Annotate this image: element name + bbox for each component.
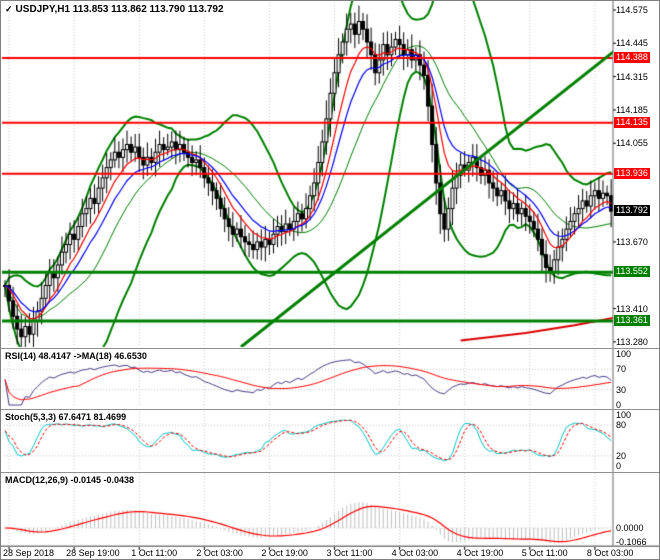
- time-label: 28 Sep 19:00: [66, 548, 120, 558]
- time-label: 2 Oct 03:00: [196, 548, 243, 558]
- price-tick-label: 114.185: [616, 104, 648, 115]
- panel-divider[interactable]: [1, 546, 659, 547]
- support-level-badge: 113.552: [614, 266, 650, 278]
- rsi-label: RSI(14) 48.4147 ->MA(18) 46.6530: [5, 351, 147, 361]
- time-label: 2 Oct 19:00: [261, 548, 308, 558]
- support-level-badge: 113.361: [614, 315, 650, 327]
- price-tick-label: 113.280: [616, 336, 648, 347]
- rsi-tick-label: 100: [616, 349, 632, 359]
- rsi-tick-label: 70: [616, 364, 627, 375]
- time-label: 4 Oct 19:00: [456, 548, 504, 558]
- price-tick-label: 113.670: [616, 236, 648, 247]
- stoch-tick-label: 0: [616, 461, 622, 471]
- symbol-period-label: USDJPY,H1: [15, 4, 71, 15]
- price-tick-label: 114.445: [616, 38, 648, 49]
- macd-label: MACD(12,26,9) -0.0145 -0.0438: [5, 475, 135, 485]
- stoch-tick-label: 20: [616, 450, 627, 461]
- macd-tick-label: 0.0000: [616, 523, 644, 533]
- time-label: 5 Oct 11:00: [521, 548, 568, 558]
- time-label: 4 Oct 03:00: [391, 548, 439, 558]
- price-axis[interactable]: 114.575 114.445 114.315 114.185 114.055 113.6…: [613, 1, 659, 548]
- price-tick-label: 114.315: [616, 71, 648, 82]
- time-label: 8 Oct 03:00: [586, 548, 634, 558]
- time-label: 28 Sep 2018: [3, 548, 55, 558]
- time-label: 3 Oct 11:00: [326, 548, 373, 558]
- panel-divider[interactable]: [1, 409, 659, 410]
- resistance-level-badge: 114.135: [614, 116, 650, 128]
- panel-divider[interactable]: [1, 348, 659, 349]
- stoch-label: Stoch(5,3,3) 67.6471 81.4699: [5, 412, 127, 422]
- stoch-tick-label: 100: [616, 410, 632, 420]
- rsi-tick-label: 30: [616, 384, 627, 395]
- resistance-level-badge: 113.936: [614, 167, 650, 179]
- time-label: 1 Oct 11:00: [131, 548, 178, 558]
- time-axis[interactable]: 28 Sep 2018 28 Sep 19:00 1 Oct 11:00 2 Oct …: [1, 546, 659, 559]
- resistance-level-badge: 114.388: [614, 51, 650, 63]
- macd-tick-label: -0.1066: [616, 537, 647, 548]
- rsi-tick-label: 0: [616, 400, 622, 410]
- price-tick-label: 113.410: [616, 303, 648, 314]
- price-tick-label: 114.575: [616, 4, 648, 15]
- stoch-tick-label: 80: [616, 420, 627, 431]
- ohlc-values: 113.853 113.862 113.790 113.792: [72, 4, 224, 15]
- symbol-marker-icon: ✓: [5, 4, 13, 14]
- panel-divider[interactable]: [1, 472, 659, 473]
- current-price-badge: 113.792: [614, 204, 650, 216]
- price-tick-label: 114.055: [616, 138, 648, 149]
- chart-title: ✓ USDJPY,H1 113.853 113.862 113.790 113.7…: [5, 4, 224, 15]
